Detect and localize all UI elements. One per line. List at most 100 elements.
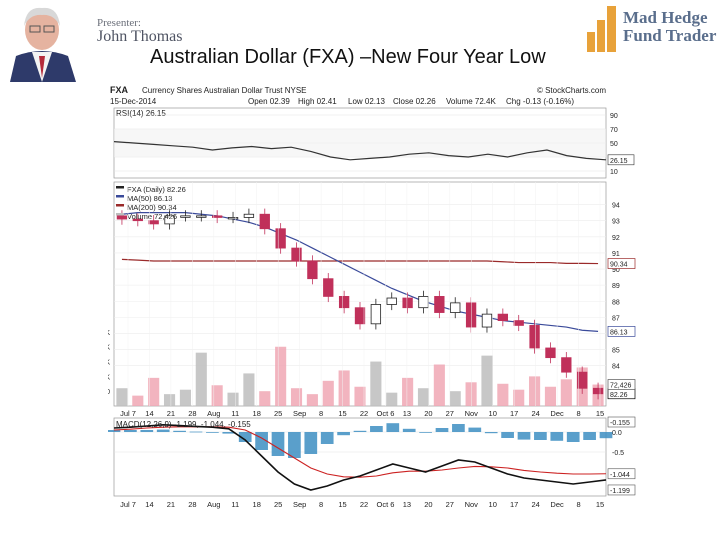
- x-axis-label: Dec: [550, 409, 564, 418]
- macd-value-label: -1.199: [610, 488, 630, 495]
- macd-x-axis-label: 18: [253, 500, 261, 509]
- candle-body: [212, 215, 223, 218]
- chart-high: High 02.41: [298, 97, 337, 106]
- rsi-value-label: 26.15: [610, 158, 628, 165]
- volume-bar: [544, 386, 557, 406]
- candle-body: [132, 218, 143, 222]
- candle-body: [196, 215, 207, 218]
- macd-histogram-bar: [583, 432, 596, 440]
- volume-bar: [227, 392, 239, 406]
- macd-line: [113, 423, 607, 491]
- candle-body: [577, 371, 588, 389]
- volume-tag-label: 72,426: [610, 383, 632, 390]
- x-axis-label: 8: [319, 409, 323, 418]
- volume-bar: [497, 383, 509, 406]
- macd-x-axis-label: 25: [274, 500, 282, 509]
- candle-body: [450, 302, 461, 313]
- price-legend-entry: FXA (Daily) 82.26: [127, 185, 186, 194]
- candle-body: [529, 325, 540, 349]
- macd-histogram-bar: [108, 430, 121, 432]
- rsi-tick-label: 10: [610, 169, 618, 176]
- rsi-tick-label: 50: [610, 141, 618, 148]
- macd-x-axis-label: 27: [446, 500, 454, 509]
- x-axis-label: 8: [576, 409, 580, 418]
- macd-x-axis-label: 14: [145, 500, 153, 509]
- macd-x-axis-label: 8: [319, 500, 323, 509]
- volume-bar: [513, 389, 525, 406]
- candle-body: [370, 304, 382, 325]
- macd-histogram-bar: [534, 432, 547, 440]
- price-tick-label: 89: [612, 283, 620, 290]
- macd-histogram-bar: [599, 432, 613, 439]
- volume-bar: [402, 377, 414, 406]
- macd-x-axis-label: Jul 7: [120, 500, 136, 509]
- presenter-name: John Thomas: [97, 28, 183, 45]
- volume-bar: [354, 386, 366, 406]
- volume-bar: [481, 355, 493, 406]
- macd-x-axis-label: 28: [188, 500, 196, 509]
- mad-hedge-logo: [583, 2, 718, 54]
- macd-value-tag: [607, 468, 636, 480]
- candle-body: [148, 220, 159, 225]
- x-axis-label: Nov: [465, 409, 479, 418]
- x-axis-label: 24: [531, 409, 539, 418]
- volume-bar: [275, 346, 287, 406]
- price-tag-label: 82.26: [610, 392, 628, 399]
- volume-bar: [163, 394, 176, 406]
- x-axis-label: 10: [489, 409, 497, 418]
- candle-body: [164, 215, 175, 225]
- macd-value-label: -0.155: [610, 420, 630, 427]
- macd-x-axis-label: 13: [403, 500, 411, 509]
- volume-bar: [529, 376, 541, 406]
- volume-bar: [322, 380, 334, 406]
- chart-close: Close 02.26: [393, 97, 436, 106]
- x-axis-label: 21: [167, 409, 175, 418]
- x-axis-label: Aug: [207, 409, 220, 418]
- macd-histogram-bar: [501, 432, 514, 438]
- macd-histogram-bar: [452, 424, 465, 432]
- chart-change: Chg -0.13 (-0.16%): [506, 97, 574, 106]
- price-tick-label: 93: [612, 219, 620, 226]
- rsi-legend: RSI(14) 26.15: [116, 109, 166, 118]
- macd-histogram-bar: [435, 428, 449, 432]
- candle-body: [386, 297, 397, 305]
- fxa-stock-chart: FXA Currency Shares Australian Dollar Tru…: [108, 84, 638, 514]
- macd-histogram-bar: [173, 430, 186, 432]
- macd-histogram-bar: [271, 432, 285, 456]
- macd-histogram-bar: [517, 432, 531, 440]
- candle-body: [592, 387, 604, 395]
- candle-body: [513, 320, 524, 326]
- macd-x-axis-label: 15: [596, 500, 604, 509]
- price-tick-label: 85: [612, 348, 620, 355]
- candle-body: [307, 260, 318, 280]
- slide-title: Australian Dollar (FXA) –New Four Year L…: [150, 46, 546, 68]
- volume-bar: [386, 392, 398, 406]
- macd-histogram-bar: [484, 432, 498, 434]
- macd-histogram-bar: [124, 430, 137, 432]
- volume-bar: [338, 370, 350, 406]
- macd-histogram-bar: [386, 423, 400, 432]
- rsi-tick-label: 70: [610, 127, 618, 134]
- volume-bar: [179, 389, 191, 406]
- candle-body: [545, 347, 556, 359]
- macd-histogram-bar: [320, 432, 334, 444]
- logo-text-line1: Mad Hedge: [623, 8, 708, 27]
- candle-body: [180, 215, 191, 218]
- macd-histogram-bar: [419, 432, 432, 433]
- macd-histogram-bar: [304, 432, 318, 454]
- candle-body: [116, 215, 128, 220]
- macd-x-axis-label: 15: [338, 500, 346, 509]
- volume-bar: [211, 385, 223, 406]
- rsi-line: [113, 141, 607, 161]
- volume-bar: [433, 364, 445, 406]
- macd-histogram-bar: [337, 432, 350, 436]
- price-legend-entry: Volume 72,426: [127, 212, 177, 221]
- volume-tick-label: 200K: [108, 345, 110, 352]
- price-tick-label: 91: [612, 251, 620, 258]
- macd-x-axis-label: Sep: [293, 500, 306, 509]
- candle-body: [275, 228, 286, 249]
- price-tick-label: 92: [612, 235, 620, 242]
- price-tick-label: 88: [612, 299, 620, 306]
- price-tick-label: 87: [612, 315, 620, 322]
- chart-canvas: FXA Currency Shares Australian Dollar Tru…: [108, 85, 636, 509]
